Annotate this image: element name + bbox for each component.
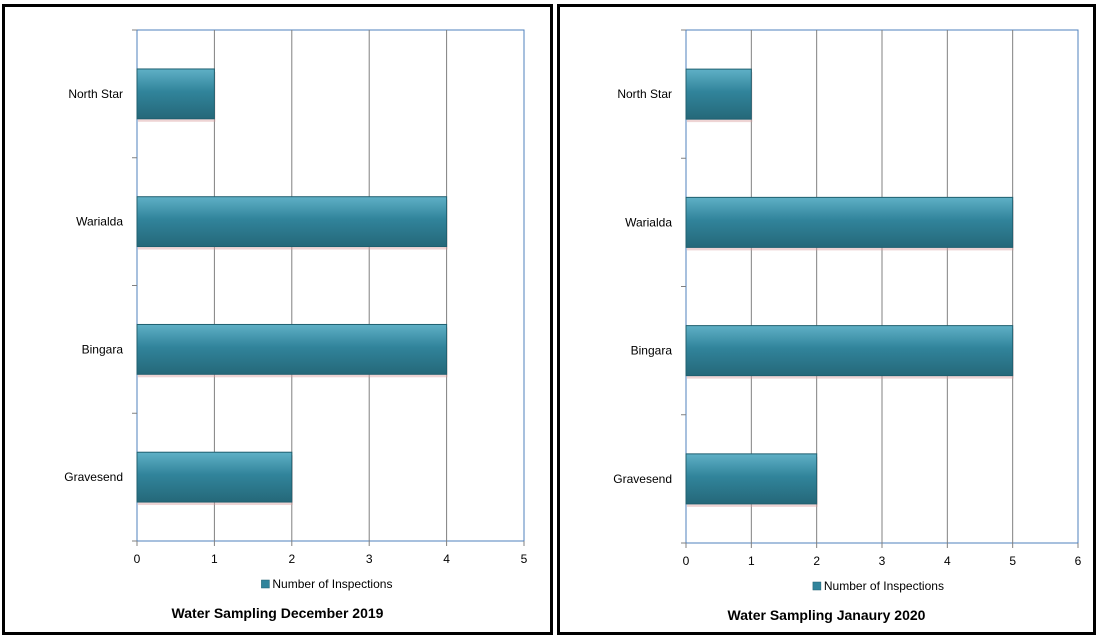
category-label: North Star <box>68 87 123 101</box>
category-label: Warialda <box>625 215 672 229</box>
bar-gravesend <box>136 451 293 503</box>
x-tick-label: 4 <box>944 554 951 568</box>
bar-north-star <box>685 68 752 120</box>
x-tick-label: 6 <box>1075 554 1082 568</box>
legend-label: Number of Inspections <box>824 579 944 593</box>
x-tick-label: 3 <box>879 554 886 568</box>
x-tick-label: 1 <box>748 554 755 568</box>
legend-swatch <box>261 579 270 589</box>
x-tick-label: 2 <box>813 554 820 568</box>
chart-panel-january-2020: 0 1 2 3 4 5 6 Gravesend Bingara Warialda North Sta… <box>557 4 1096 635</box>
bar-warialda <box>685 196 1014 248</box>
x-tick-label: 5 <box>1009 554 1016 568</box>
bar-gravesend <box>685 453 818 505</box>
category-label: Gravesend <box>64 470 123 484</box>
chart-panel-december-2019: 0 1 2 3 4 5 Gravesend Bingara Warialda North Star… <box>2 4 553 635</box>
legend-swatch <box>812 581 822 591</box>
chart-title: Water Sampling December 2019 <box>172 605 384 621</box>
bar-bingara <box>136 323 448 375</box>
chart-title: Water Sampling Janaury 2020 <box>728 607 926 623</box>
x-tick-label: 4 <box>443 552 450 566</box>
x-tick-label: 0 <box>683 554 690 568</box>
bar-chart-december-2019: 0 1 2 3 4 5 Gravesend Bingara Warialda North Star… <box>64 29 528 621</box>
bar-north-star <box>136 68 215 120</box>
category-label: North Star <box>617 87 672 101</box>
category-label: Gravesend <box>613 472 672 486</box>
x-tick-label: 2 <box>288 552 295 566</box>
category-label: Warialda <box>76 215 123 229</box>
x-tick-label: 1 <box>211 552 218 566</box>
legend-label: Number of Inspections <box>272 577 392 591</box>
bar-warialda <box>136 196 448 248</box>
bar-chart-january-2020: 0 1 2 3 4 5 6 Gravesend Bingara Warialda North Sta… <box>613 29 1082 623</box>
bar-bingara <box>685 325 1014 377</box>
category-label: Bingara <box>82 342 124 356</box>
x-tick-label: 5 <box>521 552 528 566</box>
x-tick-label: 3 <box>366 552 373 566</box>
category-label: Bingara <box>631 344 673 358</box>
x-tick-label: 0 <box>134 552 141 566</box>
